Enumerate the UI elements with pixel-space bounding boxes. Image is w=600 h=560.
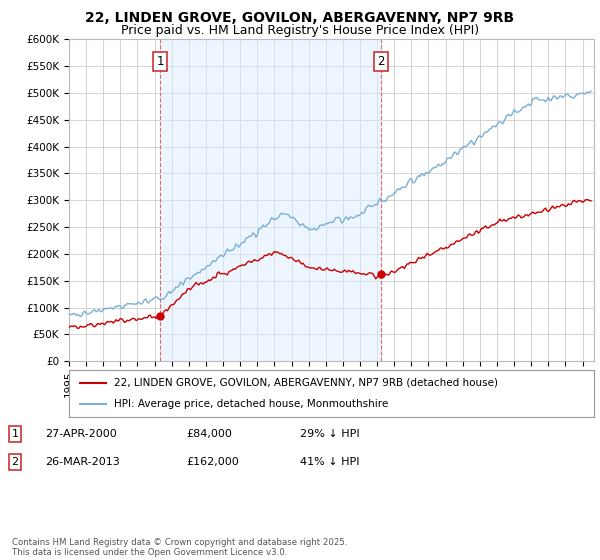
Text: 1: 1 <box>11 429 19 439</box>
Text: £84,000: £84,000 <box>186 429 232 439</box>
Text: Contains HM Land Registry data © Crown copyright and database right 2025.
This d: Contains HM Land Registry data © Crown c… <box>12 538 347 557</box>
Text: 22, LINDEN GROVE, GOVILON, ABERGAVENNY, NP7 9RB: 22, LINDEN GROVE, GOVILON, ABERGAVENNY, … <box>85 11 515 25</box>
Text: HPI: Average price, detached house, Monmouthshire: HPI: Average price, detached house, Monm… <box>113 399 388 409</box>
Text: 22, LINDEN GROVE, GOVILON, ABERGAVENNY, NP7 9RB (detached house): 22, LINDEN GROVE, GOVILON, ABERGAVENNY, … <box>113 378 497 388</box>
Text: 2: 2 <box>11 457 19 467</box>
Text: 2: 2 <box>377 55 385 68</box>
Text: 29% ↓ HPI: 29% ↓ HPI <box>300 429 359 439</box>
Text: 41% ↓ HPI: 41% ↓ HPI <box>300 457 359 467</box>
Text: Price paid vs. HM Land Registry's House Price Index (HPI): Price paid vs. HM Land Registry's House … <box>121 24 479 36</box>
Text: 26-MAR-2013: 26-MAR-2013 <box>45 457 120 467</box>
Text: 27-APR-2000: 27-APR-2000 <box>45 429 117 439</box>
Text: £162,000: £162,000 <box>186 457 239 467</box>
Bar <box>160 39 381 361</box>
Text: 1: 1 <box>157 55 164 68</box>
